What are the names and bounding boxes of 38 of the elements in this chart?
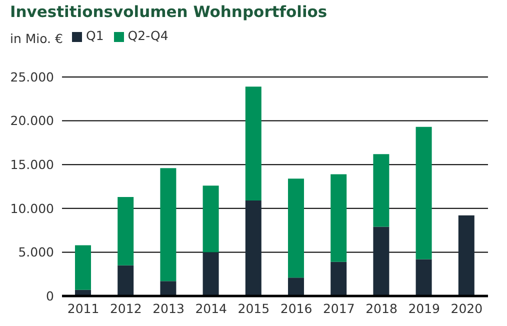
bar <box>202 186 219 252</box>
bar <box>288 278 304 296</box>
bar <box>118 197 134 266</box>
legend-label: Q2-Q4 <box>128 28 168 43</box>
x-tick-label: 2020 <box>450 300 483 316</box>
x-tick-label: 2012 <box>110 300 142 316</box>
y-tick-label: 20.000 <box>10 113 54 128</box>
bar <box>75 245 91 290</box>
chart-title: Investitionsvolumen Wohnportfolios <box>10 3 328 21</box>
bar <box>288 178 304 278</box>
x-tick-label: 2019 <box>408 300 440 316</box>
bar <box>330 262 347 296</box>
bar <box>458 215 474 296</box>
y-tick-label: 15.000 <box>10 157 54 172</box>
x-tick-label: 2014 <box>195 300 228 316</box>
x-tick-label: 2016 <box>280 300 312 316</box>
legend-label: Q1 <box>86 28 104 43</box>
bar <box>118 265 134 296</box>
bar <box>160 168 176 282</box>
x-tick-label: 2013 <box>152 300 184 316</box>
y-tick-label: 10.000 <box>10 200 54 216</box>
bar <box>416 259 432 296</box>
y-tick-label: 5.000 <box>18 244 54 260</box>
bar <box>373 154 390 227</box>
bar <box>373 226 390 296</box>
y-tick-label: 0 <box>46 288 54 304</box>
bar <box>416 126 432 260</box>
bar <box>160 281 176 296</box>
y-tick-label: 25.000 <box>10 69 54 84</box>
x-tick-label: 2018 <box>366 300 398 316</box>
bar <box>245 86 262 201</box>
x-tick-label: 2015 <box>238 300 270 316</box>
x-tick-label: 2011 <box>67 300 100 316</box>
bar <box>202 252 219 296</box>
y-axis-title: in Mio. € <box>10 31 63 46</box>
bar <box>330 174 347 262</box>
bar <box>245 200 262 296</box>
x-tick-label: 2017 <box>322 300 355 316</box>
